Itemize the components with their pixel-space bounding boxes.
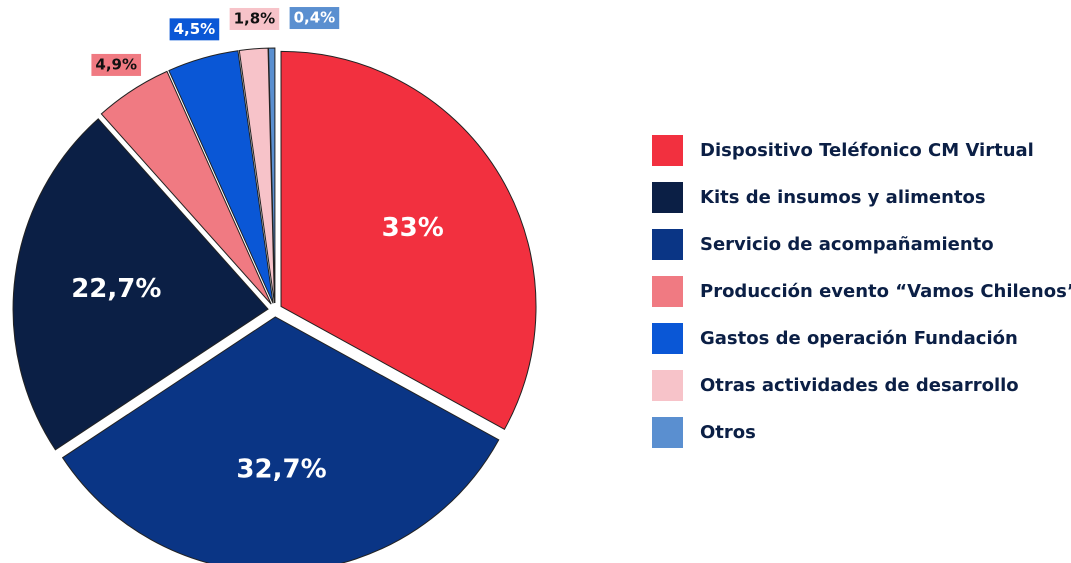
pie-slice [61,316,500,563]
legend-label: Kits de insumos y alimentos [700,187,986,208]
data-label: 0,4% [294,9,336,27]
pie-slice [100,70,272,305]
legend-label: Servicio de acompañamiento [700,234,994,255]
legend-label: Otras actividades de desarrollo [700,375,1019,396]
data-label: 4,9% [95,55,137,73]
data-label: 33% [382,213,444,243]
pie-slice [168,50,274,304]
legend-swatch [652,135,683,166]
legend-swatch [652,276,683,307]
legend-label: Gastos de operación Fundación [700,328,1018,349]
legend-swatch [652,229,683,260]
legend-label: Dispositivo Teléfonico CM Virtual [700,140,1034,161]
data-label: 1,8% [234,9,276,27]
data-label-box: 1,8% [229,7,280,30]
data-label: 4,5% [174,20,216,38]
legend-swatch [652,182,683,213]
legend-label: Producción evento “Vamos Chilenos” [700,281,1071,302]
data-label: 22,7% [71,274,161,304]
legend-swatch [652,417,683,448]
data-label-box: 0,4% [289,7,340,30]
legend-swatch [652,370,683,401]
data-label-box: 4,9% [91,53,142,76]
legend-label: Otros [700,422,756,443]
data-label: 32,7% [236,454,326,484]
data-label-box: 4,5% [169,18,220,41]
pie-slice [12,118,269,451]
label-background [91,53,142,76]
label-background [229,7,280,30]
label-background [289,7,340,30]
pie-slice [280,50,537,430]
label-background [169,18,220,41]
pie-slice [267,47,276,304]
legend-swatch [652,323,683,354]
